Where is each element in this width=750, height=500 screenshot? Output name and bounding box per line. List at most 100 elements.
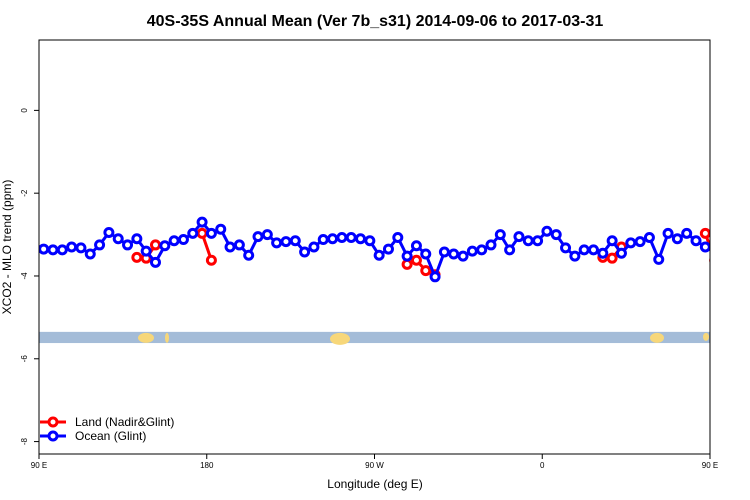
ocean-band [39,331,710,344]
data-point [56,244,68,256]
data-point [345,231,357,243]
series-line [715,222,750,259]
data-point [476,244,488,256]
data-point [205,227,217,239]
data-point [457,250,469,262]
x-axis-label: Longitude (deg E) [327,477,422,491]
data-point [401,250,413,262]
data-point [392,231,404,243]
data-point [308,241,320,253]
y-tick-label: -4 [20,272,29,280]
data-point [131,251,143,263]
data-point [699,241,710,253]
y-axis: 0 -2 -4 -6 -8 [20,108,39,445]
x-tick-label: 90 E [31,461,47,470]
data-point [662,227,674,239]
x-tick-label: 90 W [365,461,384,470]
data-point [625,237,637,249]
x-tick-label: 0 [540,461,545,470]
data-point [578,244,590,256]
data-point [739,245,747,253]
data-point [149,256,161,268]
land-patch [138,332,154,343]
data-point [532,235,544,247]
data-point [261,229,273,241]
data-point [112,233,124,245]
legend-label-ocean: Ocean (Glint) [75,429,146,443]
data-point [94,239,106,251]
data-point [485,239,497,251]
y-tick-label: -8 [20,437,29,445]
y-tick-label: -2 [20,189,29,197]
data-point [560,242,572,254]
data-point [317,234,329,246]
data-point [681,227,693,239]
data-point [720,247,728,255]
land-patch [165,332,169,343]
data-point [243,249,255,261]
data-point [420,248,432,260]
data-point [448,248,460,260]
series-1 [39,216,750,283]
data-point [177,234,189,246]
data-point [709,246,710,252]
data-point [373,249,385,261]
x-tick-label: 90 E [702,461,718,470]
x-tick-label: 180 [200,461,214,470]
data-point [289,235,301,247]
data-point [187,227,199,239]
data-point [75,242,87,254]
data-point [729,245,737,253]
data-point [280,236,292,248]
data-point [466,245,478,257]
data-point [634,236,646,248]
y-tick-label: 0 [20,108,29,113]
data-point [355,233,367,245]
data-point [690,235,702,247]
data-point [159,240,171,252]
data-point [671,233,683,245]
data-point [327,233,339,245]
data-point [205,254,217,266]
data-point [131,233,143,245]
data-point [569,250,581,262]
data-point [504,244,516,256]
data-point [429,271,441,283]
data-point [168,235,180,247]
data-point [588,244,600,256]
data-point [382,243,394,255]
x-axis: 90 E 180 90 W 0 90 E [31,454,718,470]
data-point [336,231,348,243]
data-point [47,244,59,256]
legend-item-land: Land (Nadir&Glint) [40,415,174,429]
data-point [699,227,710,239]
data-point [66,241,78,253]
data-point [653,253,665,265]
data-point [643,231,655,243]
data-point [196,227,208,239]
land-patch [650,332,664,343]
data-point [606,252,618,264]
data-point [438,246,450,258]
legend: Land (Nadir&Glint) Ocean (Glint) [40,415,174,443]
series-layer [39,216,750,283]
data-point [606,235,618,247]
data-point [420,265,432,277]
data-point [39,243,50,255]
data-point [550,229,562,241]
land-patch [330,332,350,345]
y-axis-label: XCO2 - MLO trend (ppm) [0,180,14,315]
data-point [149,239,161,251]
data-point [215,223,227,235]
data-point [224,241,236,253]
data-point [103,227,115,239]
data-point [522,235,534,247]
y-tick-label: -6 [20,355,29,363]
chart-title: 40S-35S Annual Mean (Ver 7b_s31) 2014-09… [147,13,604,30]
land-patch [703,332,709,341]
data-point [196,216,208,228]
data-point [410,254,422,266]
data-point [410,240,422,252]
data-point [252,231,264,243]
